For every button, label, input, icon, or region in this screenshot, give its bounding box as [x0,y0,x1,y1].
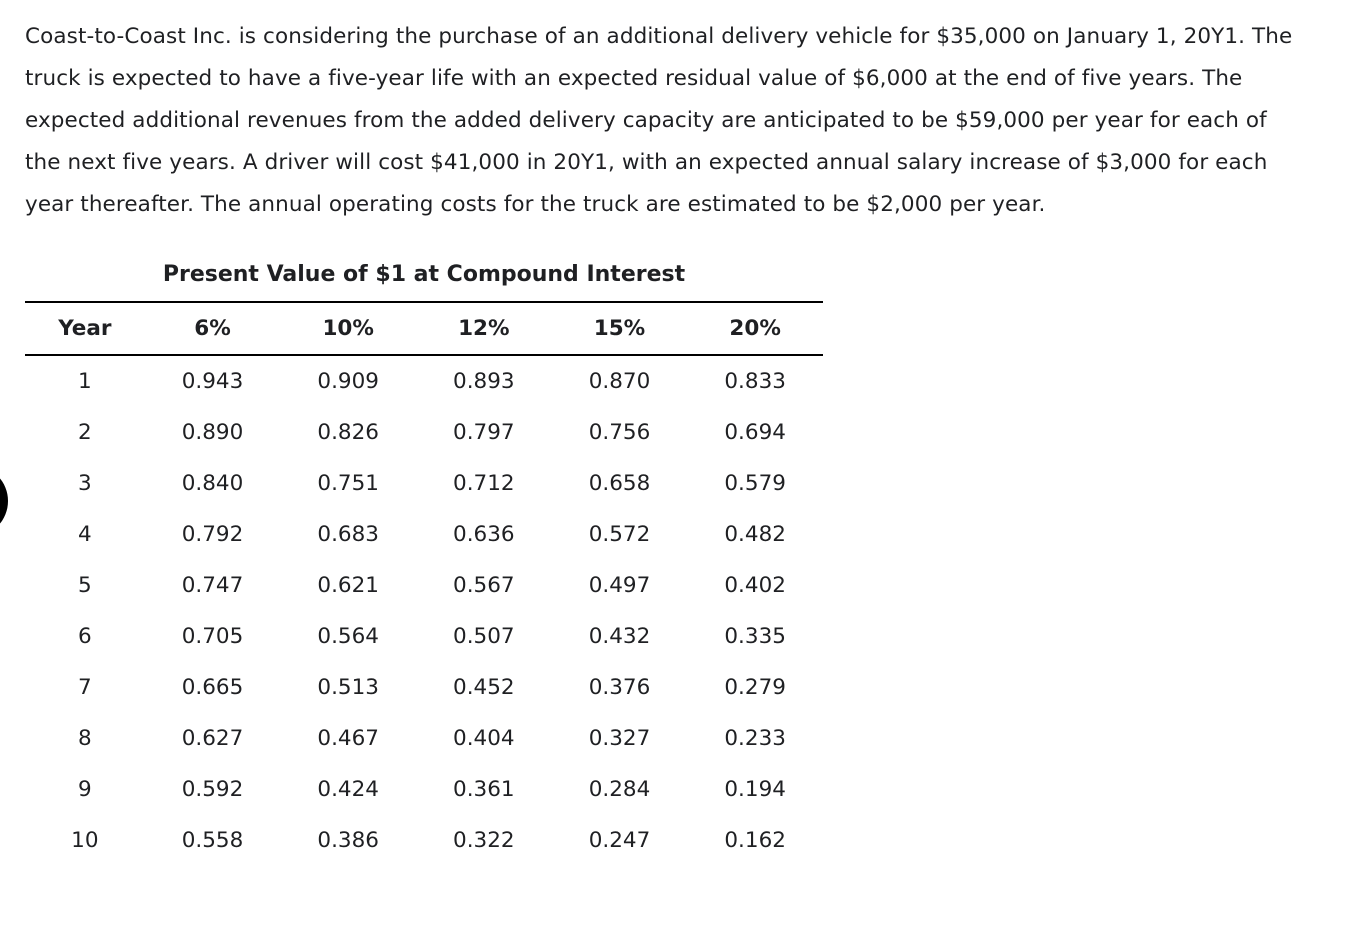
pv-factor-cell: 0.705 [181,624,244,649]
pv-factor-cell: 0.797 [453,420,515,445]
pv-factor-cell: 0.747 [181,573,244,598]
year-cell: 4 [78,522,92,547]
pv-factor-cell: 0.424 [317,777,379,802]
pv-factor-cell: 0.627 [181,726,244,751]
rate-column-header: 10% [322,316,374,341]
pv-factor-cell: 0.756 [588,420,651,445]
table-row: 6 0.705 0.564 0.507 0.432 0.335 [25,611,823,662]
pv-factor-cell: 0.279 [724,675,786,700]
table-row: 8 0.627 0.467 0.404 0.327 0.233 [25,713,823,764]
table-title: Present Value of $1 at Compound Interest [162,262,686,287]
pv-factor-cell: 0.162 [724,828,786,853]
pv-factor-cell: 0.432 [588,624,651,649]
pv-factor-cell: 0.665 [181,675,244,700]
table-row: 4 0.792 0.683 0.636 0.572 0.482 [25,509,823,560]
pv-factor-cell: 0.833 [724,369,786,394]
table-row: 7 0.665 0.513 0.452 0.376 0.279 [25,662,823,713]
year-cell: 5 [78,573,92,598]
year-cell: 10 [71,828,99,853]
pv-factor-cell: 0.386 [317,828,379,853]
pv-factor-cell: 0.507 [453,624,515,649]
pv-factor-cell: 0.322 [453,828,515,853]
table-row: 10 0.558 0.386 0.322 0.247 0.162 [25,815,823,866]
pv-factor-cell: 0.890 [181,420,244,445]
year-cell: 7 [78,675,92,700]
year-cell: 2 [78,420,92,445]
pv-factor-cell: 0.452 [453,675,515,700]
pv-factor-cell: 0.194 [724,777,786,802]
table-row: 1 0.943 0.909 0.893 0.870 0.833 [25,355,823,407]
present-value-table: Year 6% 10% 12% 15% 20% 1 0.943 0.909 0.893 0.870… [25,301,823,866]
pv-factor-cell: 0.592 [181,777,244,802]
pv-factor-cell: 0.893 [453,369,515,394]
year-cell: 9 [78,777,92,802]
pv-factor-cell: 0.567 [453,573,515,598]
pv-factor-cell: 0.497 [588,573,651,598]
pv-table-body: 1 0.943 0.909 0.893 0.870 0.833 2 0.890 0.826 0.7… [25,355,823,866]
pv-factor-cell: 0.636 [453,522,515,547]
table-row: 5 0.747 0.621 0.567 0.497 0.402 [25,560,823,611]
pv-factor-cell: 0.376 [588,675,651,700]
rate-column-header: 15% [593,316,646,341]
year-column-header: Year [58,316,112,341]
table-row: 3 0.840 0.751 0.712 0.658 0.579 [25,458,823,509]
rate-column-header: 20% [729,316,781,341]
pv-factor-cell: 0.404 [453,726,515,751]
year-cell: 3 [78,471,92,496]
pv-factor-cell: 0.621 [317,573,379,598]
pv-factor-cell: 0.712 [453,471,515,496]
problem-statement: Coast-to-Coast Inc. is considering the p… [25,24,1293,217]
rate-column-header: 6% [194,316,231,341]
year-cell: 6 [78,624,92,649]
table-row: 2 0.890 0.826 0.797 0.756 0.694 [25,407,823,458]
pv-factor-cell: 0.247 [588,828,651,853]
pv-factor-cell: 0.870 [588,369,651,394]
pv-factor-cell: 0.909 [317,369,379,394]
pv-factor-cell: 0.467 [317,726,379,751]
pv-factor-cell: 0.840 [181,471,244,496]
rate-column-header: 12% [458,316,510,341]
pv-factor-cell: 0.482 [724,522,786,547]
pv-factor-cell: 0.327 [588,726,651,751]
year-cell: 8 [78,726,92,751]
pv-factor-cell: 0.658 [588,471,651,496]
table-row: 9 0.592 0.424 0.361 0.284 0.194 [25,764,823,815]
pv-factor-cell: 0.361 [453,777,515,802]
present-value-table-section: Present Value of $1 at Compound Interest… [25,262,823,866]
year-cell: 1 [78,369,92,394]
table-header-row: Year 6% 10% 12% 15% 20% [25,302,823,355]
pv-factor-cell: 0.826 [317,420,379,445]
pv-factor-cell: 0.335 [724,624,786,649]
pv-factor-cell: 0.579 [724,471,786,496]
cropped-circle-decoration [0,466,8,536]
pv-factor-cell: 0.572 [588,522,651,547]
pv-factor-cell: 0.284 [588,777,651,802]
pv-factor-cell: 0.751 [317,471,379,496]
pv-factor-cell: 0.513 [317,675,379,700]
pv-factor-cell: 0.233 [724,726,786,751]
pv-factor-cell: 0.694 [724,420,786,445]
pv-factor-cell: 0.943 [181,369,244,394]
pv-factor-cell: 0.683 [317,522,379,547]
table-header: Year 6% 10% 12% 15% 20% [25,302,823,355]
pv-factor-cell: 0.402 [724,573,786,598]
pv-factor-cell: 0.558 [181,828,244,853]
pv-factor-cell: 0.792 [181,522,244,547]
pv-factor-cell: 0.564 [317,624,379,649]
